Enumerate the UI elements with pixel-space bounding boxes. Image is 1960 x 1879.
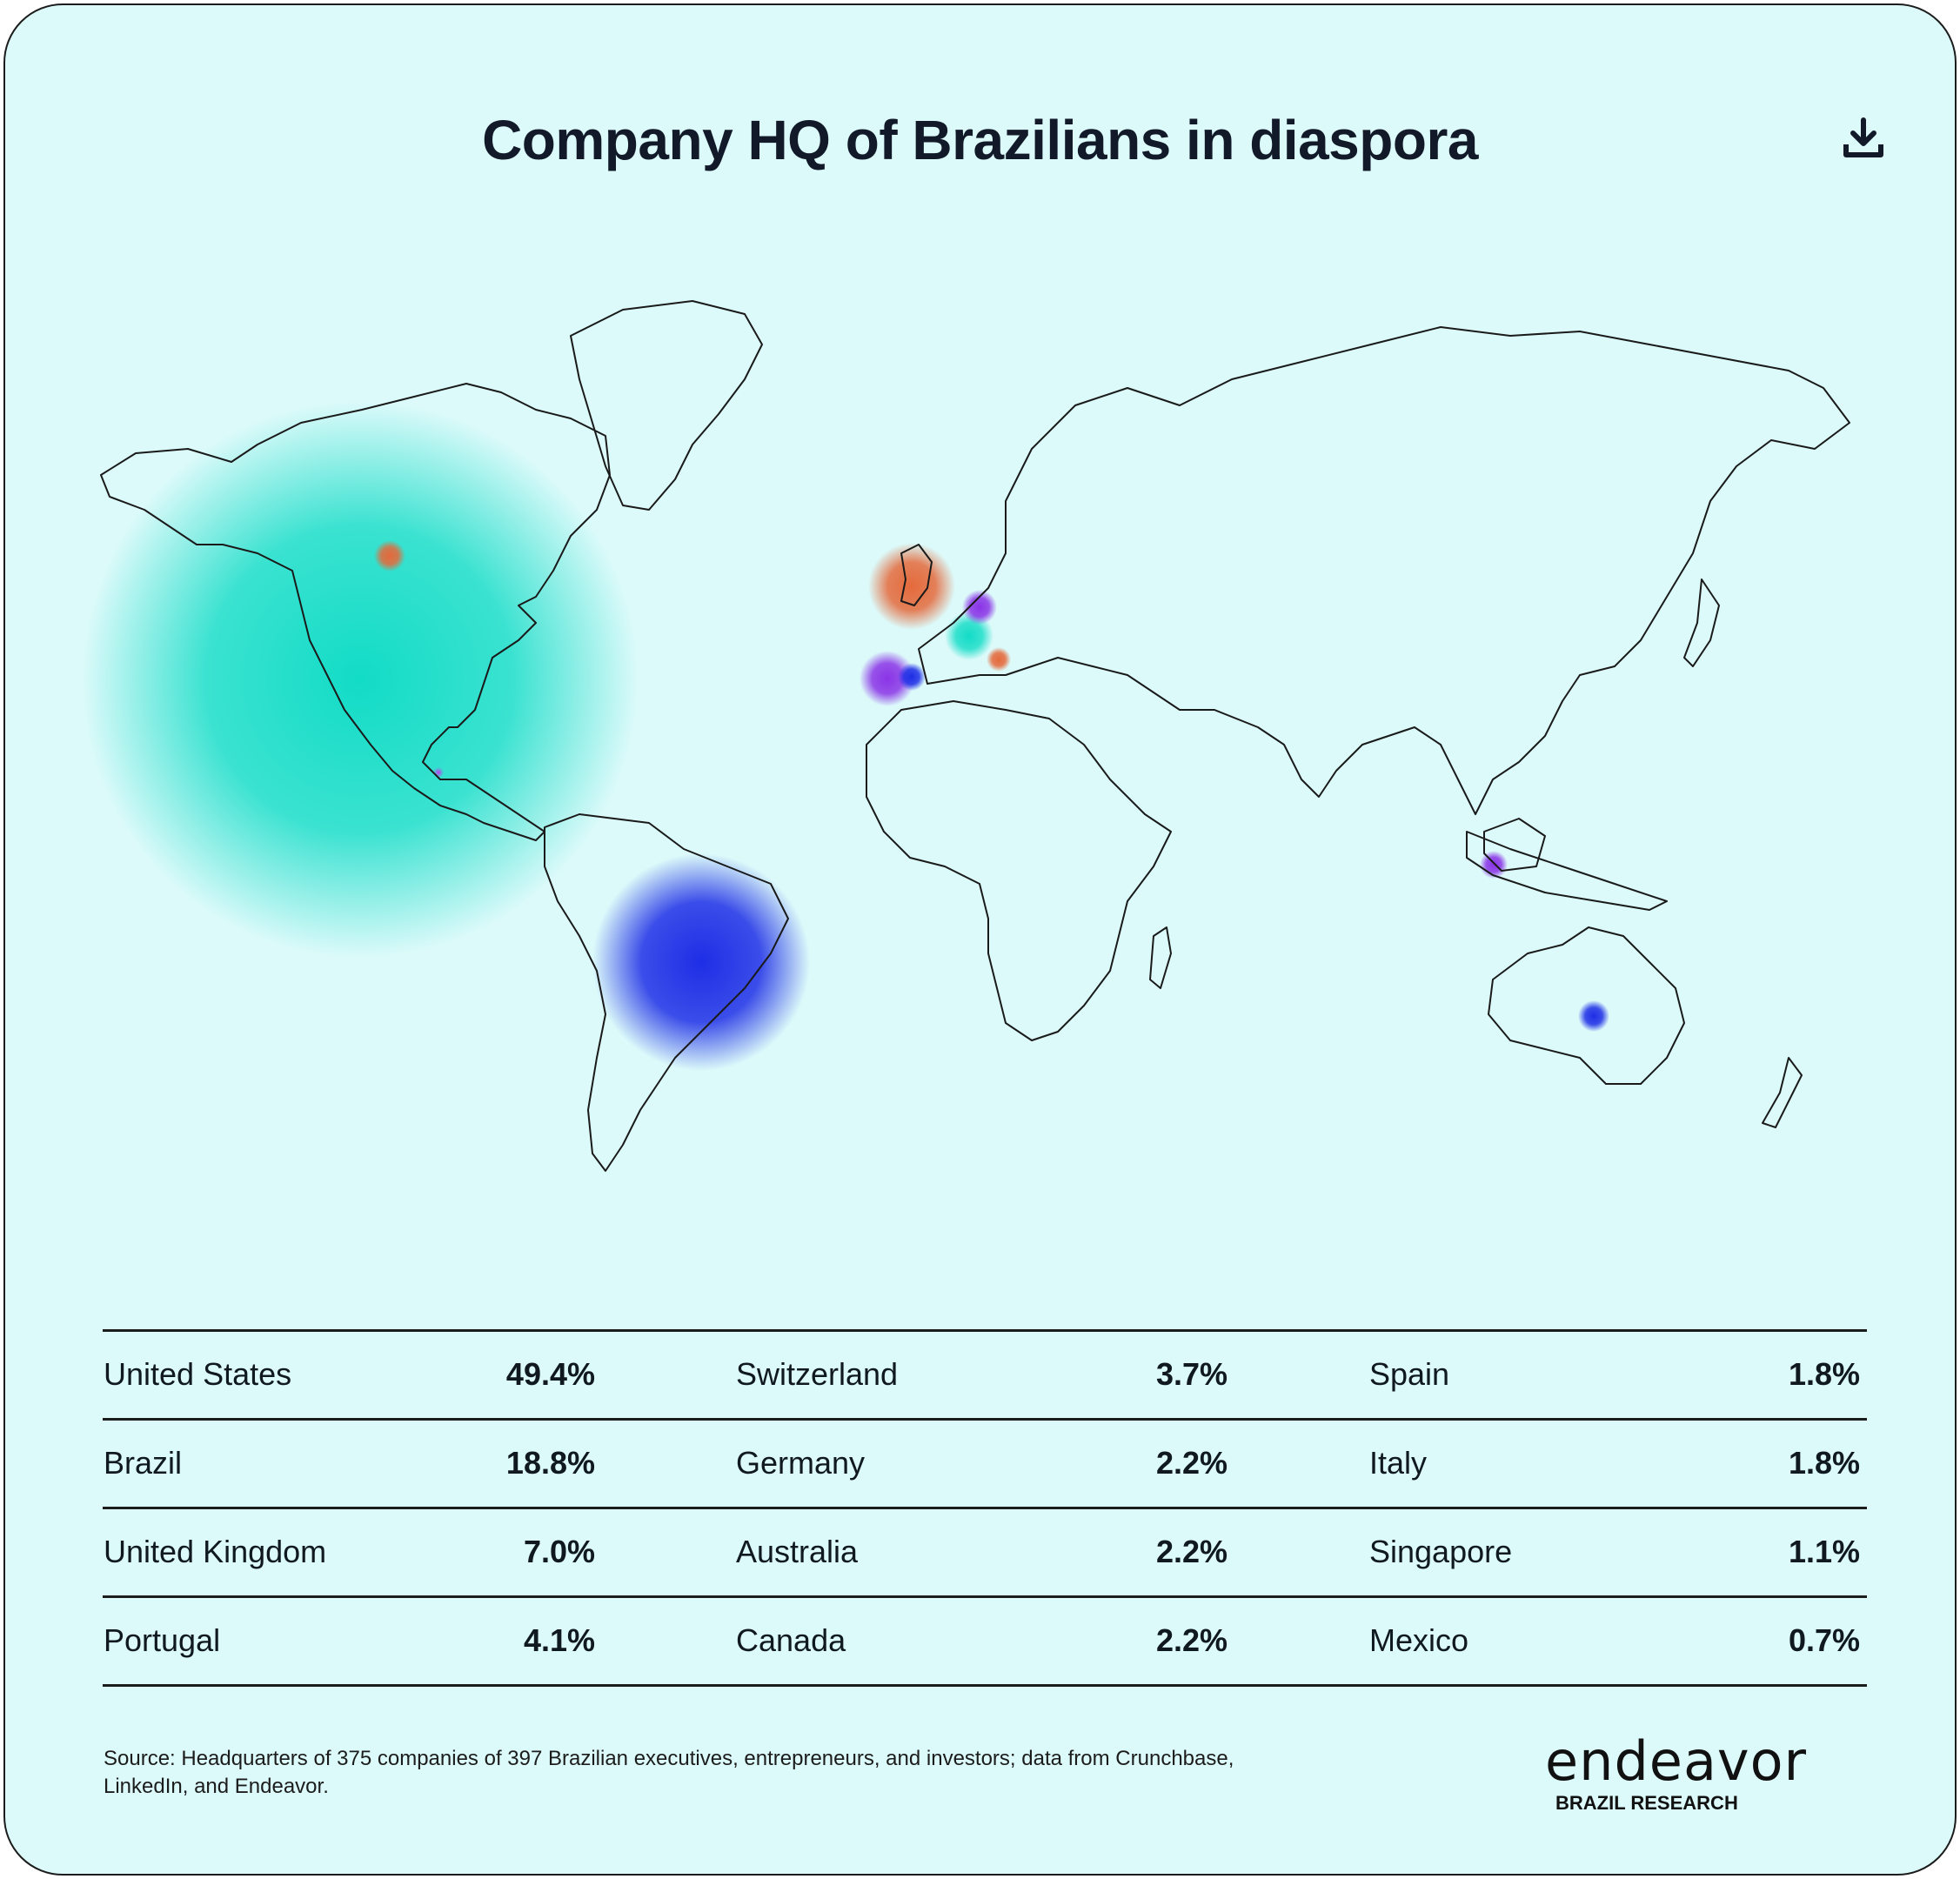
table-rule	[103, 1329, 1867, 1332]
country-name: Portugal	[104, 1622, 221, 1658]
marker-mexico	[433, 767, 444, 778]
download-icon[interactable]	[1839, 113, 1888, 162]
country-name: Italy	[1369, 1445, 1428, 1481]
outline-great-britain	[900, 544, 933, 606]
country-name: Spain	[1369, 1356, 1450, 1392]
map-markers	[84, 401, 1609, 1071]
country-name: Mexico	[1369, 1622, 1469, 1658]
infographic-card: Company HQ of Brazilians in diaspora	[3, 3, 1957, 1876]
outline-eurasia	[918, 326, 1850, 815]
country-share: 1.1%	[1788, 1534, 1860, 1569]
source-note: Source: Headquarters of 375 companies of…	[104, 1747, 1234, 1798]
country-name: Australia	[736, 1534, 859, 1569]
country-share: 2.2%	[1155, 1445, 1228, 1481]
table-rule	[103, 1684, 1867, 1687]
country-name: United States	[104, 1356, 292, 1392]
country-share: 1.8%	[1788, 1356, 1860, 1392]
country-name: Brazil	[104, 1445, 183, 1481]
country-name: Canada	[736, 1622, 846, 1658]
endeavor-logo: endeavor BRAZIL RESEARCH	[1545, 1735, 1876, 1815]
marker-australia	[1578, 1000, 1609, 1032]
country-share: 2.2%	[1155, 1622, 1228, 1658]
marker-brazil	[592, 853, 810, 1071]
continent-outlines	[100, 300, 1850, 1172]
table-rule	[103, 1595, 1867, 1598]
outline-madagascar	[1149, 926, 1172, 989]
world-map	[84, 300, 1850, 1172]
country-share: 1.8%	[1788, 1445, 1860, 1481]
marker-germany	[962, 590, 997, 625]
marker-spain	[898, 663, 926, 691]
outline-indonesia	[1466, 831, 1668, 911]
marker-portugal	[860, 651, 915, 706]
country-share: 18.8%	[505, 1445, 595, 1481]
marker-singapore	[1480, 851, 1508, 879]
logo-subtitle: BRAZIL RESEARCH	[1555, 1792, 1738, 1814]
country-name: Germany	[736, 1445, 866, 1481]
country-share: 4.1%	[523, 1622, 595, 1658]
marker-united-states	[84, 401, 639, 958]
country-share: 3.7%	[1155, 1356, 1228, 1392]
country-name: Switzerland	[736, 1356, 899, 1392]
outline-borneo	[1483, 818, 1546, 872]
table-rule	[103, 1507, 1867, 1509]
outline-africa	[866, 700, 1172, 1041]
country-share: 0.7%	[1788, 1622, 1860, 1658]
outline-japan	[1683, 578, 1720, 667]
outline-north-america	[100, 383, 611, 841]
logo-wordmark: endeavor	[1545, 1729, 1808, 1793]
outline-greenland	[570, 300, 763, 511]
outline-new-zealand	[1762, 1057, 1803, 1128]
outline-australia	[1488, 926, 1685, 1085]
marker-united-kingdom	[868, 543, 955, 630]
marker-italy	[987, 647, 1011, 672]
marker-canada	[374, 540, 405, 572]
country-share: 49.4%	[505, 1356, 595, 1392]
country-share: 2.2%	[1155, 1534, 1228, 1569]
table-rule	[103, 1418, 1867, 1421]
outline-south-america	[544, 813, 789, 1172]
country-share: 7.0%	[523, 1534, 595, 1569]
page-title: Company HQ of Brazilians in diaspora	[482, 109, 1478, 171]
country-name: United Kingdom	[104, 1534, 327, 1569]
country-name: Singapore	[1369, 1534, 1513, 1569]
